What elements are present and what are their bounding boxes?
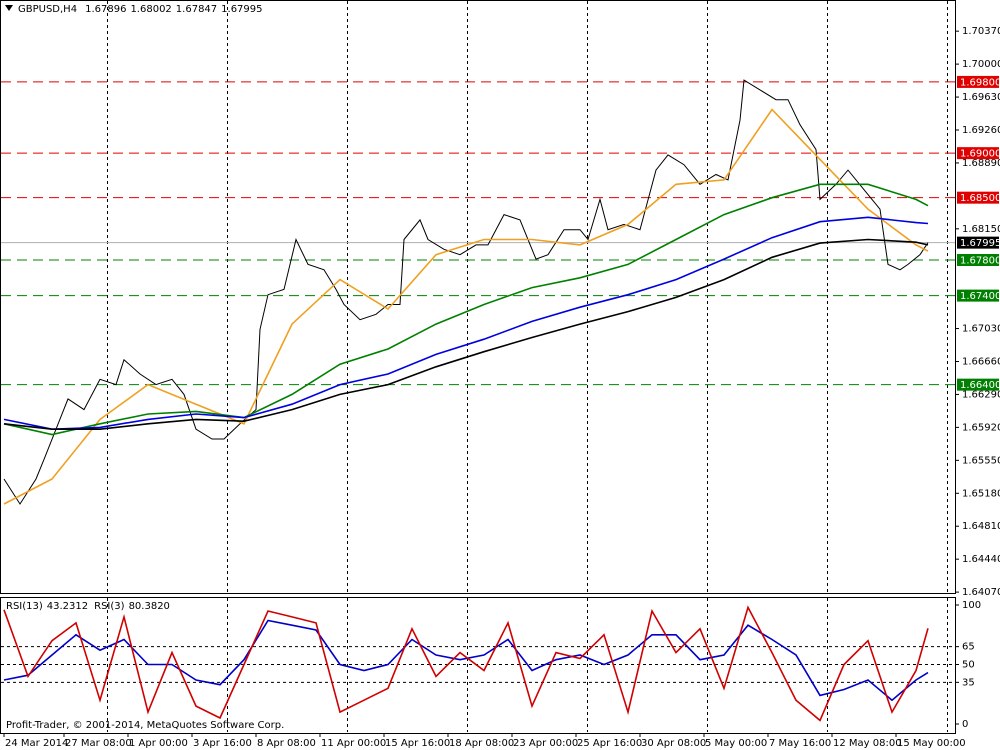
x-tick-label: 30 Apr 08:00: [641, 738, 706, 749]
y-tick-label: 1.68890: [962, 158, 1000, 169]
menu-icon: [5, 5, 13, 11]
ohlc-value: 1.67896: [85, 4, 126, 15]
current-price-label: 1.67995: [960, 238, 1000, 249]
x-tick-label: 15 Apr 16:00: [385, 738, 450, 749]
x-tick-label: 8 Apr 08:00: [257, 738, 316, 749]
level-box: [957, 378, 999, 391]
series-line: [3, 108, 929, 505]
x-tick-label: 5 May 00:00: [705, 738, 767, 749]
y-tick-label: 100: [962, 600, 981, 611]
y-tick-label: 1.65180: [962, 488, 1000, 499]
footer: Profit-Trader, © 2001-2014, MetaQuotes S…: [6, 720, 284, 731]
x-tick-label: 12 May 08:00: [833, 738, 902, 749]
indicator-name: RSI(13): [6, 601, 43, 612]
indicator-value: 80.3820: [129, 601, 170, 612]
y-tick-label: 1.64440: [962, 554, 1000, 565]
y-tick-label: 1.65920: [962, 422, 1000, 433]
level-box: [957, 147, 999, 160]
ohlc-value: 1.68002: [130, 4, 171, 15]
y-tick-label: 65: [962, 642, 975, 653]
y-tick-label: 0: [962, 719, 968, 730]
y-tick-label: 1.64810: [962, 521, 1000, 532]
y-tick-label: 1.67030: [962, 324, 1000, 335]
x-tick-label: 1 Apr 00:00: [129, 738, 188, 749]
y-tick-label: 1.68150: [962, 224, 1000, 235]
x-tick-label: 7 May 16:00: [769, 738, 831, 749]
indicator-legend: RSI(13) 43.2312 RSI(3) 80.3820: [6, 601, 170, 612]
x-tick-label: 3 Apr 16:00: [193, 738, 252, 749]
current-price-box: [957, 236, 999, 249]
series-line: [3, 183, 929, 436]
series-line: [3, 619, 929, 702]
y-tick-label: 1.69260: [962, 125, 1000, 136]
level-label: 1.67400: [960, 291, 1000, 302]
series-line: [3, 238, 929, 430]
y-tick-label: 1.65550: [962, 455, 1000, 466]
level-box: [957, 289, 999, 302]
level-label: 1.69800: [960, 77, 1000, 88]
level-label: 1.67800: [960, 255, 1000, 266]
y-tick-label: 1.64070: [962, 587, 1000, 598]
x-tick-label: 11 Apr 00:00: [321, 738, 386, 749]
y-tick-label: 1.70370: [962, 26, 1000, 37]
symbol: GBPUSD,H4: [18, 4, 77, 15]
y-tick-label: 35: [962, 677, 975, 688]
x-tick-label: 18 Apr 08:00: [449, 738, 514, 749]
ohlc-value: 1.67847: [176, 4, 217, 15]
level-label: 1.69000: [960, 149, 1000, 160]
series-line: [3, 605, 929, 722]
level-label: 1.66400: [960, 380, 1000, 391]
ohlc-value: 1.67995: [221, 4, 262, 15]
indicator-value: 43.2312: [47, 601, 88, 612]
level-box: [957, 75, 999, 88]
x-tick-label: 24 Mar 2014: [5, 738, 68, 749]
level-box: [957, 253, 999, 266]
y-tick-label: 50: [962, 660, 975, 671]
x-tick-label: 27 Mar 08:00: [65, 738, 132, 749]
y-tick-label: 1.66290: [962, 389, 1000, 400]
x-tick-label: 15 May 00:00: [897, 738, 966, 749]
level-label: 1.68500: [960, 193, 1000, 204]
x-tick-label: 25 Apr 16:00: [577, 738, 642, 749]
y-tick-label: 1.70000: [962, 59, 1000, 70]
series-line: [3, 79, 929, 505]
y-tick-label: 1.69630: [962, 92, 1000, 103]
x-tick-label: 23 Apr 00:00: [513, 738, 578, 749]
y-tick-label: 1.66660: [962, 356, 1000, 367]
main-panel: [0, 0, 956, 594]
chart-title: GBPUSD,H4 1.67896 1.68002 1.67847 1.67995: [18, 4, 263, 15]
level-box: [957, 191, 999, 204]
series-line: [3, 216, 929, 431]
indicator-name: RSI(3): [94, 601, 125, 612]
